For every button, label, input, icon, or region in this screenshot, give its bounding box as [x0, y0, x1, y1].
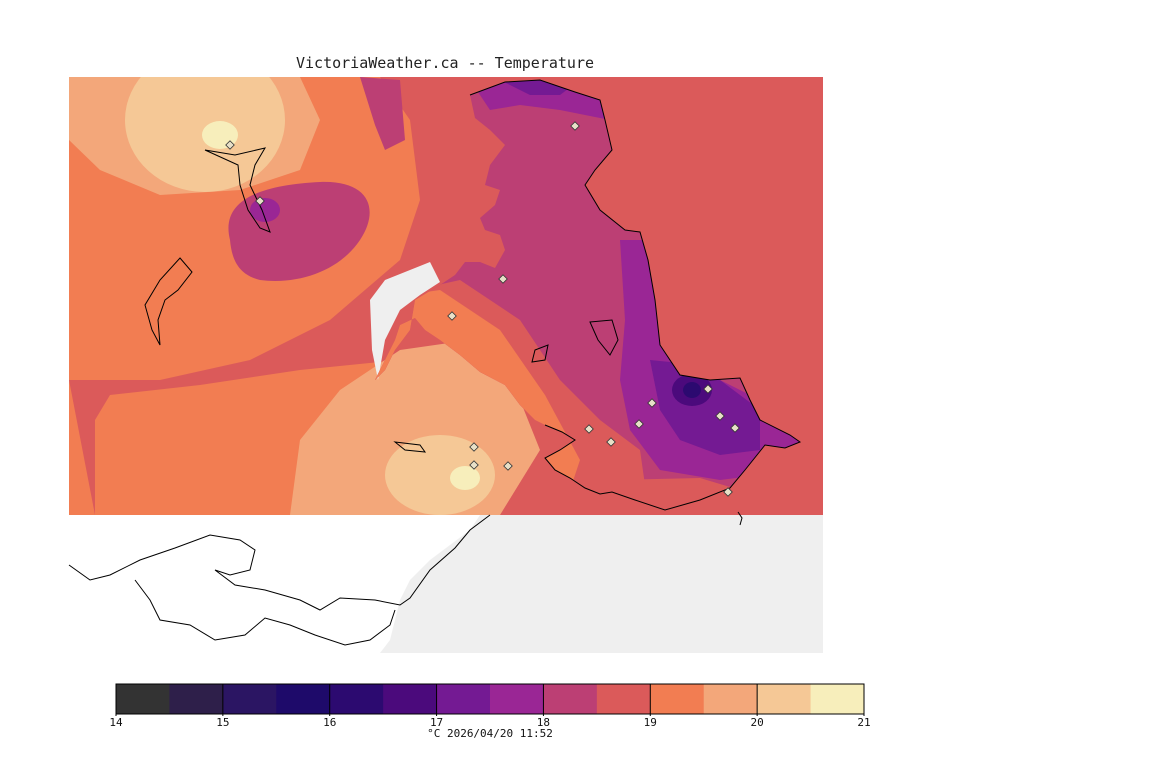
colorbar-swatch — [222, 684, 277, 714]
colorbar-tick-label: 16 — [323, 716, 336, 729]
colorbar-swatch — [490, 684, 544, 714]
colorbar-swatch — [596, 684, 651, 714]
colorbar-swatch — [757, 684, 812, 714]
colorbar-tick-label: 20 — [751, 716, 764, 729]
colorbar-tick-label: 21 — [857, 716, 870, 729]
colorbar-tick-label: 18 — [537, 716, 550, 729]
station-marker — [447, 311, 457, 321]
colorbar-swatch — [650, 684, 705, 714]
colorbar-tick-label: 15 — [216, 716, 229, 729]
colorbar: 14 15 16 17 18 19 20 21 — [109, 683, 871, 729]
station-marker — [469, 460, 479, 470]
station-marker — [730, 423, 740, 433]
colorbar-swatch — [276, 684, 331, 714]
colorbar-swatch — [703, 684, 758, 714]
station-marker — [584, 424, 594, 434]
station-marker — [647, 398, 657, 408]
station-marker — [469, 442, 479, 452]
colorbar-swatch — [169, 684, 224, 714]
station-marker — [225, 140, 235, 150]
colorbar-swatch — [436, 684, 491, 714]
units-timestamp: °C 2026/04/20 11:52 — [427, 727, 553, 740]
colorbar-swatch — [383, 684, 438, 714]
station-marker — [606, 437, 616, 447]
coastlines — [68, 79, 802, 646]
station-marker — [703, 384, 713, 394]
colorbar-swatch — [810, 684, 865, 714]
station-marker — [634, 419, 644, 429]
chart-title: VictoriaWeather.ca -- Temperature — [295, 54, 594, 72]
colorbar-swatch — [116, 684, 170, 714]
station-marker — [498, 274, 508, 284]
station-marker — [723, 487, 733, 497]
station-marker — [715, 411, 725, 421]
colorbar-swatch — [329, 684, 384, 714]
station-marker — [503, 461, 513, 471]
colorbar-tick-label: 19 — [644, 716, 657, 729]
colorbar-swatch — [543, 684, 598, 714]
station-markers — [225, 121, 740, 497]
colorbar-tick-label: 17 — [430, 716, 443, 729]
station-marker — [255, 196, 265, 206]
station-marker — [570, 121, 580, 131]
colorbar-tick-label: 14 — [109, 716, 123, 729]
strait-inlet — [370, 262, 440, 380]
